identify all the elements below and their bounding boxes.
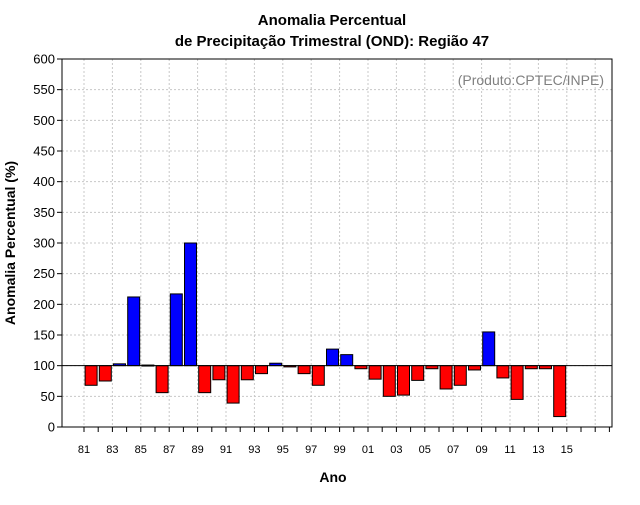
bar-93 [255,365,268,375]
y-tick-label: 550 [33,82,55,97]
bar-88 [184,242,197,367]
grid-lines [62,59,612,427]
bar-01 [368,365,382,380]
bar-87 [169,293,183,367]
x-tick-label: 99 [333,444,345,456]
bar-98 [326,348,339,367]
bar-02 [382,365,396,397]
bar-91 [226,365,240,404]
bar-84 [127,296,141,367]
y-tick-label: 0 [48,420,55,435]
bar-97 [311,365,325,386]
bar-90 [212,365,226,381]
bar-11 [510,365,524,400]
x-tick-label: 87 [163,444,175,456]
x-axis-label: Ano [319,469,346,485]
bar-07 [453,365,467,386]
chart-title-line2: de Precipitação Trimestral (OND): Região… [175,33,489,50]
x-tick-label: 91 [220,444,232,456]
y-tick-label: 250 [33,266,55,281]
bar-03 [397,365,410,396]
bar-96 [297,365,311,375]
x-tick-label: 05 [419,444,431,456]
chart-title-line1: Anomalia Percentual [258,12,406,29]
x-tick-label: 15 [561,444,573,456]
y-tick-label: 300 [33,236,55,251]
y-tick-label: 400 [33,174,55,189]
y-tick-label: 200 [33,297,55,312]
y-tick-label: 450 [33,144,55,159]
x-tick-label: 95 [277,444,289,456]
bar-99 [340,354,354,367]
bar-10 [496,365,510,379]
bar-81 [84,365,98,386]
x-tick-label: 13 [532,444,544,456]
x-tick-label: 09 [475,444,487,456]
bar-08 [468,365,481,371]
x-tick-label: 89 [191,444,203,456]
x-tick-label: 07 [447,444,459,456]
y-axis-label: Anomalia Percentual (%) [2,161,18,325]
bar-04 [411,365,425,381]
x-tick-label: 01 [362,444,374,456]
bar-09 [482,331,496,367]
bar-82 [98,365,112,382]
source-annotation: (Produto:CPTEC/INPE) [458,72,604,88]
y-axis-ticks: 0 50 100 150 200 250 300 350 400 450 500 550 600 [33,52,62,435]
bar-92 [240,365,254,381]
bar-06 [439,365,453,390]
x-tick-label: 93 [248,444,260,456]
y-tick-label: 50 [41,389,55,404]
y-tick-label: 100 [33,358,55,373]
x-axis-ticks: 81 83 85 87 89 91 93 95 97 99 01 03 05 07 09 11 13 15 [78,427,610,456]
bar-14 [553,365,567,418]
plot-frame [61,58,613,428]
y-tick-label: 350 [33,205,55,220]
bar-86 [155,365,169,394]
bars [84,242,567,418]
y-tick-label: 150 [33,328,55,343]
x-tick-label: 83 [106,444,118,456]
bar-89 [198,365,212,394]
x-tick-label: 81 [78,444,90,456]
x-tick-label: 03 [390,444,402,456]
y-tick-label: 600 [33,52,55,67]
x-tick-label: 11 [504,444,515,456]
x-tick-label: 85 [135,444,147,456]
y-tick-label: 500 [33,113,55,128]
x-tick-label: 97 [305,444,317,456]
